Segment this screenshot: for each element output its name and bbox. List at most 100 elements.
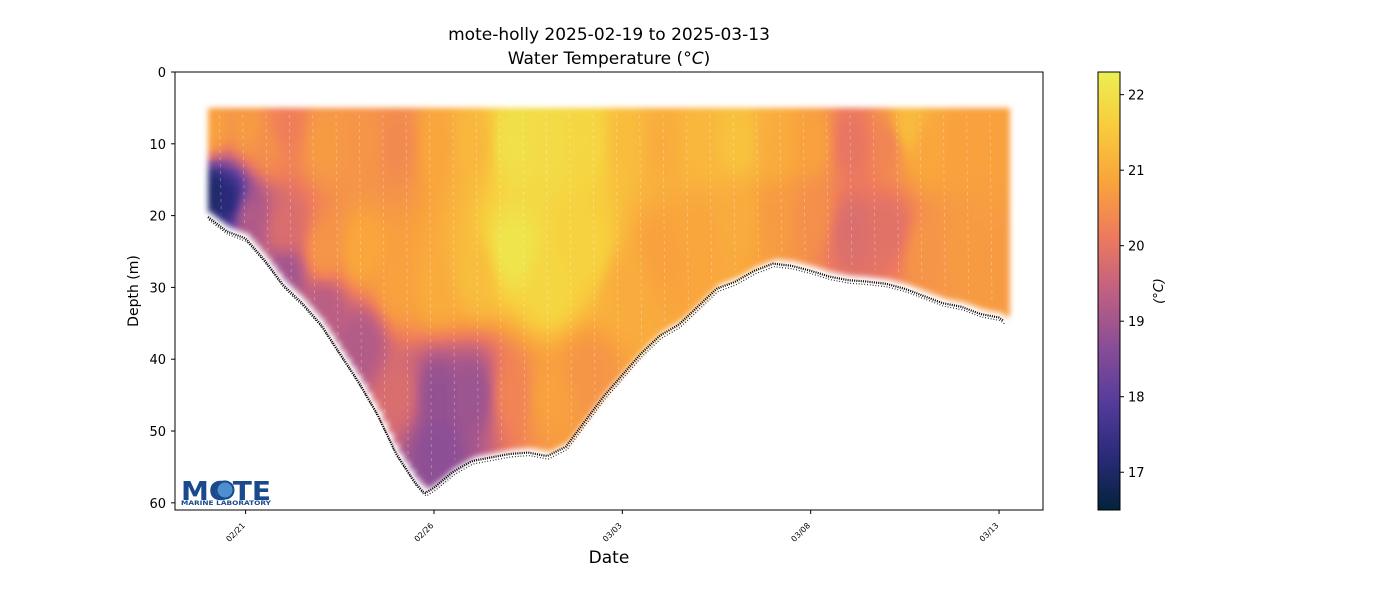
temperature-cell [558,280,565,290]
temperature-cell [446,219,453,230]
temperature-cell [674,168,681,178]
temperature-cell [727,211,734,221]
temperature-cell [945,133,952,143]
temperature-cell [913,107,920,118]
temperature-cell [908,245,915,255]
temperature-cell [425,159,432,169]
temperature-cell [526,176,533,186]
temperature-cell [335,142,342,152]
temperature-cell [759,151,766,161]
temperature-cell [643,228,650,238]
temperature-cell [669,168,676,178]
temperature-cell [558,254,565,264]
temperature-cell [505,418,512,428]
temperature-cell [542,375,549,385]
temperature-cell [961,151,968,161]
temperature-cell [552,245,559,255]
temperature-cell [982,142,989,152]
temperature-cell [547,176,554,186]
temperature-cell [579,185,586,195]
temperature-cell [489,409,496,419]
temperature-cell [632,331,639,342]
temperature-cell [409,418,416,428]
temperature-cell [383,228,390,238]
temperature-cell [473,116,480,126]
temperature-cell [239,107,246,118]
temperature-cell [436,288,443,298]
temperature-cell [685,168,692,178]
temperature-cell [855,245,862,255]
temperature-cell [473,323,480,333]
temperature-cell [393,159,400,169]
temperature-cell [690,185,697,195]
temperature-cell [558,297,565,307]
temperature-cell [712,219,719,230]
temperature-cell [669,116,676,126]
temperature-cell [377,400,384,411]
temperature-cell [383,271,390,281]
temperature-cell [308,237,315,247]
temperature-cell [653,159,660,169]
temperature-cell [616,271,623,281]
temperature-cell [722,194,729,204]
temperature-cell [552,159,559,169]
temperature-cell [929,280,936,290]
temperature-cell [998,288,1005,298]
temperature-cell [531,194,538,204]
temperature-cell [908,159,915,169]
temperature-cell [568,383,575,393]
temperature-cell [600,107,607,118]
temperature-cell [589,263,596,273]
temperature-cell [409,280,416,290]
temperature-cell [971,194,978,204]
temperature-cell [977,202,984,212]
temperature-cell [446,151,453,161]
temperature-cell [568,263,575,273]
temperature-cell [1003,306,1010,316]
temperature-cell [770,125,777,135]
temperature-cell [425,461,432,471]
temperature-cell [536,219,543,230]
temperature-cell [690,237,697,247]
temperature-cell [483,297,490,307]
temperature-cell [489,331,496,342]
temperature-cell [255,151,262,161]
temperature-cell [786,176,793,186]
temperature-cell [425,452,432,462]
temperature-cell [855,219,862,230]
temperature-cell [775,125,782,135]
temperature-cell [430,469,437,479]
temperature-cell [754,185,761,195]
temperature-cell [653,168,660,178]
temperature-cell [452,125,459,135]
temperature-cell [361,245,368,255]
temperature-cell [441,418,448,428]
temperature-cell [547,271,554,281]
temperature-cell [839,185,846,195]
temperature-cell [292,211,299,221]
temperature-cell [404,452,411,462]
temperature-cell [234,107,241,118]
temperature-cell [605,151,612,161]
temperature-cell [775,219,782,230]
temperature-cell [308,297,315,307]
temperature-cell [855,107,862,118]
temperature-cell [945,125,952,135]
temperature-cell [897,125,904,135]
temperature-cell [759,168,766,178]
temperature-cell [542,435,549,445]
seafloor-speckle [208,219,1006,497]
temperature-cell [494,254,501,264]
temperature-cell [266,254,273,259]
temperature-cell [324,280,331,290]
temperature-cell [770,116,777,126]
temperature-cell [690,194,697,204]
temperature-cell [372,254,379,264]
temperature-cell [361,151,368,161]
temperature-cell [399,443,406,454]
temperature-cell [335,288,342,298]
temperature-cell [579,151,586,161]
temperature-cell [1003,280,1010,290]
temperature-cell [499,159,506,169]
temperature-cell [308,271,315,281]
